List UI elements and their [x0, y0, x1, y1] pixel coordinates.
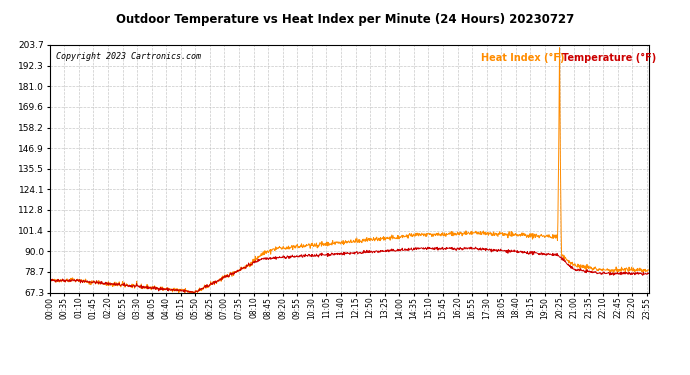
Heat Index (°F) — [190, 291, 198, 296]
Temperature (°F) — [179, 289, 187, 293]
Temperature (°F) — [443, 246, 451, 250]
Temperature (°F) — [424, 245, 432, 249]
Heat Index (°F) — [644, 268, 653, 272]
Heat Index (°F) — [442, 232, 451, 236]
Heat Index (°F) — [246, 264, 255, 268]
Heat Index (°F) — [555, 45, 564, 50]
Temperature (°F) — [190, 291, 198, 295]
Heat Index (°F) — [521, 233, 529, 238]
Temperature (°F) — [46, 278, 54, 282]
Line: Heat Index (°F): Heat Index (°F) — [50, 48, 649, 294]
Text: Copyright 2023 Cartronics.com: Copyright 2023 Cartronics.com — [56, 53, 201, 62]
Heat Index (°F) — [574, 264, 582, 268]
Temperature (°F) — [521, 250, 529, 255]
Temperature (°F) — [246, 263, 255, 268]
Text: Heat Index (°F): Heat Index (°F) — [481, 53, 564, 63]
Temperature (°F) — [574, 267, 582, 272]
Heat Index (°F) — [164, 288, 172, 292]
Text: Outdoor Temperature vs Heat Index per Minute (24 Hours) 20230727: Outdoor Temperature vs Heat Index per Mi… — [116, 13, 574, 26]
Heat Index (°F) — [179, 287, 187, 292]
Heat Index (°F) — [46, 277, 54, 282]
Temperature (°F) — [164, 289, 172, 293]
Temperature (°F) — [644, 271, 653, 276]
Line: Temperature (°F): Temperature (°F) — [50, 247, 649, 293]
Text: Temperature (°F): Temperature (°F) — [562, 53, 656, 63]
